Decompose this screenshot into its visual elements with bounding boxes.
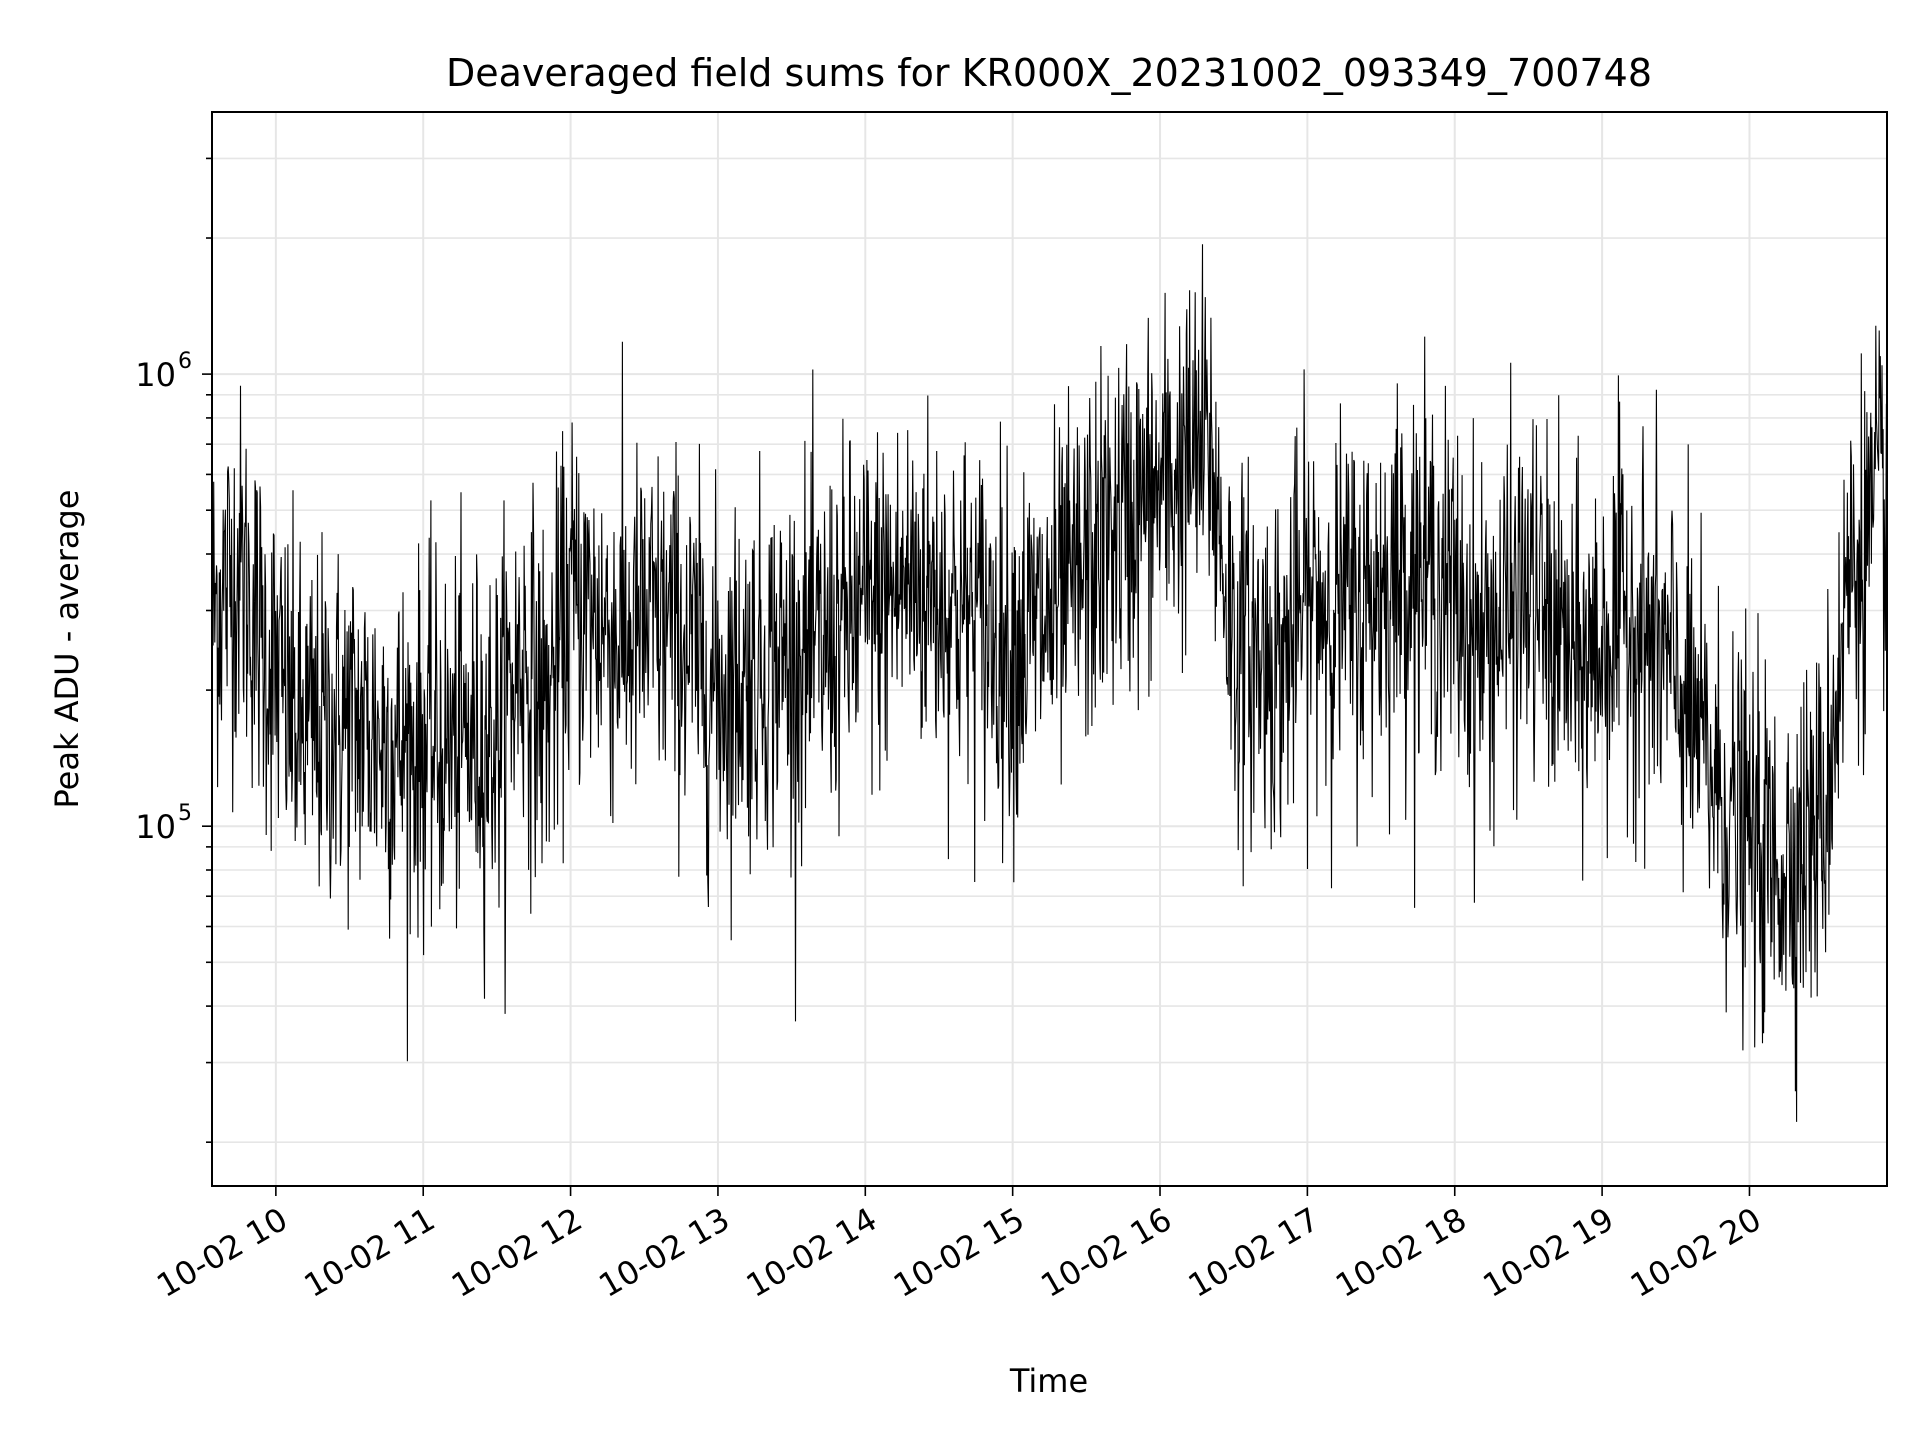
- y-tick-exponent: 6: [178, 349, 192, 374]
- y-tick-label: 10 5: [135, 801, 192, 846]
- y-tick-exponent: 5: [178, 801, 192, 826]
- x-tick-label: 10-02 11: [298, 1200, 442, 1305]
- y-tick-base: 10: [135, 356, 176, 394]
- x-tick-label: 10-02 10: [150, 1200, 294, 1305]
- x-tick-label: 10-02 15: [887, 1200, 1031, 1305]
- grid: [212, 112, 1887, 1186]
- x-tick-label: 10-02 16: [1034, 1200, 1178, 1305]
- x-tick-label: 10-02 13: [592, 1200, 736, 1305]
- y-tick-base: 10: [135, 808, 176, 846]
- x-tick-label: 10-02 14: [740, 1200, 884, 1305]
- x-axis: 10-02 10 10-02 11 10-02 12 10-02 13 10-02 14…: [150, 1186, 1767, 1305]
- series-layer: [211, 244, 1888, 1122]
- x-axis-label: Time: [1009, 1362, 1088, 1400]
- x-tick-label: 10-02 12: [445, 1200, 589, 1305]
- y-axis-label: Peak ADU - average: [48, 490, 86, 809]
- x-tick-label: 10-02 20: [1624, 1200, 1768, 1305]
- plot-area-frame: [211, 111, 1888, 1187]
- x-tick-label: 10-02 18: [1329, 1200, 1473, 1305]
- y-tick-label: 10 6: [135, 349, 192, 394]
- x-tick-label: 10-02 17: [1182, 1200, 1326, 1305]
- x-tick-label: 10-02 19: [1477, 1200, 1621, 1305]
- series-line: [211, 244, 1888, 1122]
- chart-title: Deaveraged field sums for KR000X_2023100…: [446, 51, 1652, 95]
